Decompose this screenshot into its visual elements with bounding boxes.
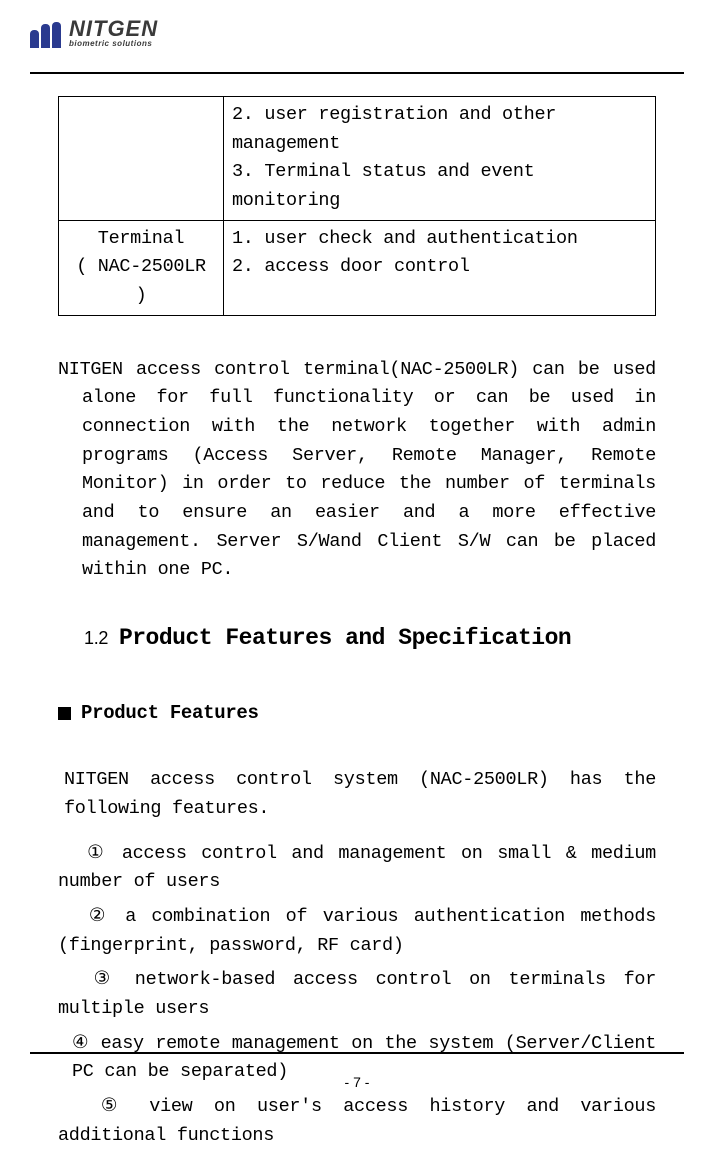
brand-tagline: biometric solutions [69, 40, 158, 48]
feature-text: ③ network-based access control on termin… [58, 969, 656, 1019]
feature-item: ③ network-based access control on termin… [58, 966, 656, 1023]
footer-rule [30, 1052, 684, 1054]
header-logo-block: NITGEN biometric solutions [30, 18, 684, 54]
brand-name: NITGEN [69, 18, 158, 40]
feature-item: ⑤ view on user's access history and vari… [58, 1093, 656, 1150]
subsection-title: Product Features [81, 699, 259, 728]
table-row: 2. user registration and other managemen… [59, 97, 656, 221]
feature-item: ② a combination of various authenticatio… [58, 903, 656, 960]
section-number: 1.2 [84, 628, 108, 648]
logo-bars-icon [30, 22, 61, 48]
table-cell-body: 2. user registration and other managemen… [224, 97, 656, 221]
features-intro: NITGEN access control system (NAC-2500LR… [64, 766, 656, 823]
table-line: 2. user registration and other managemen… [232, 101, 647, 158]
table-line: 2. access door control [232, 253, 647, 282]
table-cell-label-empty [59, 97, 224, 221]
table-line: 3. Terminal status and event monitoring [232, 158, 647, 215]
section-title: Product Features and Specification [119, 625, 571, 651]
intro-paragraph: NITGEN access control terminal(NAC-2500L… [58, 356, 656, 585]
feature-text: ② a combination of various authenticatio… [58, 906, 656, 956]
logo-text: NITGEN biometric solutions [69, 18, 158, 48]
table-label-line: ( NAC-2500LR ) [67, 253, 215, 310]
feature-item: ① access control and management on small… [58, 840, 656, 897]
table-line: 1. user check and authentication [232, 225, 647, 254]
page: NITGEN biometric solutions 2. user regis… [0, 0, 714, 1108]
content-area: 2. user registration and other managemen… [30, 96, 684, 1150]
table-label-line: Terminal [67, 225, 215, 254]
section-heading: 1.2 Product Features and Specification [84, 621, 656, 657]
feature-text: ⑤ view on user's access history and vari… [58, 1096, 656, 1146]
table-row: Terminal ( NAC-2500LR ) 1. user check an… [59, 220, 656, 315]
subsection-heading: Product Features [58, 699, 656, 728]
square-bullet-icon [58, 707, 71, 720]
spec-table: 2. user registration and other managemen… [58, 96, 656, 316]
table-cell-body: 1. user check and authentication 2. acce… [224, 220, 656, 315]
header-rule [30, 72, 684, 74]
page-number: - 7 - [0, 1074, 714, 1090]
feature-text: ① access control and management on small… [58, 843, 656, 893]
table-cell-label: Terminal ( NAC-2500LR ) [59, 220, 224, 315]
